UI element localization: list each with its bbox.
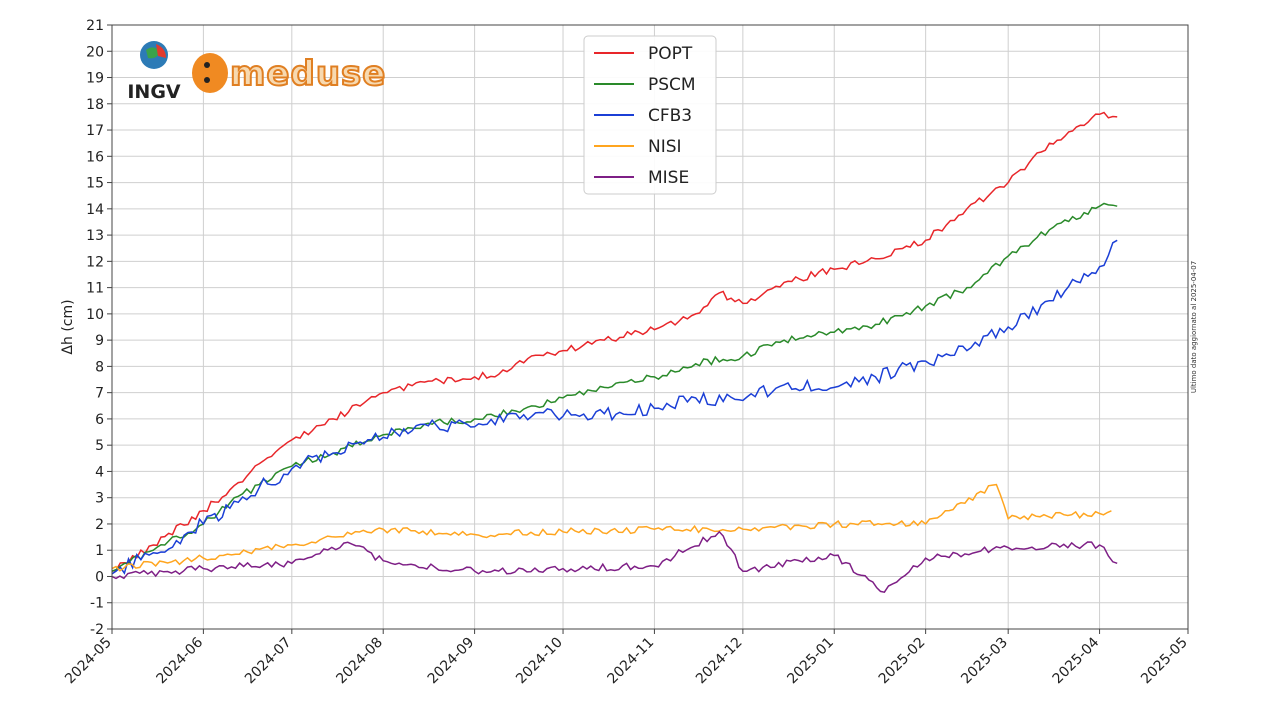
y-tick-label: 2	[95, 517, 104, 533]
medusa-jellyfish-icon	[192, 53, 228, 93]
y-tick-label: 18	[86, 97, 104, 113]
x-tick-label: 2024-10	[513, 635, 566, 688]
legend: POPT PSCM CFB3 NISI MISE	[583, 35, 717, 195]
series-lines	[111, 111, 1118, 594]
y-tick-label: 16	[86, 149, 104, 165]
y-tick-label: 1	[95, 543, 104, 559]
y-tick-label: 11	[86, 281, 104, 297]
y-tick-label: 8	[95, 359, 104, 375]
y-tick-label: 20	[86, 44, 104, 60]
legend-label-cfb3: CFB3	[648, 106, 692, 126]
y-tick-label: 12	[86, 254, 104, 270]
y-tick-label: 15	[86, 176, 104, 192]
update-note: Ultimo dato aggiornato al 2025-04-07	[1190, 261, 1198, 393]
y-tick-label: 6	[95, 412, 104, 428]
y-tick-label: 13	[86, 228, 104, 244]
y-tick-label: 17	[86, 123, 104, 139]
ingv-logo-text: INGV	[127, 81, 181, 103]
x-tick-labels: 2024-05 2024-06 2024-07 2024-08 2024-09 2024-…	[62, 629, 1191, 687]
x-tick-label: 2025-03	[958, 635, 1011, 688]
legend-label-pscm: PSCM	[648, 75, 696, 95]
y-tick-label: 19	[86, 71, 104, 87]
series-line-mise	[111, 530, 1118, 594]
series-line-pscm	[111, 202, 1118, 572]
legend-label-nisi: NISI	[648, 137, 682, 157]
y-tick-label: -2	[90, 622, 104, 638]
x-tick-label: 2024-05	[62, 635, 115, 688]
y-tick-label: 9	[95, 333, 104, 349]
y-tick-label: 5	[95, 438, 104, 454]
x-tick-label: 2025-04	[1050, 634, 1103, 687]
x-tick-label: 2025-01	[784, 635, 837, 688]
y-tick-label: 21	[86, 18, 104, 34]
y-axis-label: Δh (cm)	[60, 299, 76, 354]
medusa-logo-text: meduse	[230, 54, 386, 94]
y-tick-label: 7	[95, 386, 104, 402]
x-tick-label: 2024-11	[605, 635, 658, 688]
x-tick-label: 2024-12	[693, 635, 746, 688]
x-tick-label: 2025-02	[876, 635, 929, 688]
y-tick-label: 14	[86, 202, 104, 218]
series-line-cfb3	[111, 239, 1118, 575]
medusa-logo: meduse	[192, 53, 386, 95]
legend-label-popt: POPT	[648, 44, 693, 64]
ingv-logo: INGV	[127, 41, 181, 103]
y-tick-label: -1	[90, 596, 104, 612]
y-tick-label: 10	[86, 307, 104, 323]
x-tick-label: 2024-07	[242, 635, 295, 688]
plot-frame	[111, 24, 1189, 630]
series-line-popt	[111, 111, 1118, 572]
x-tick-label: 2024-08	[333, 635, 386, 688]
x-tick-label: 2025-05	[1138, 635, 1191, 688]
legend-label-mise: MISE	[648, 168, 689, 188]
series-line-nisi	[111, 483, 1112, 572]
x-tick-label: 2024-06	[154, 634, 207, 687]
y-tick-label: 3	[95, 491, 104, 507]
x-tick-label: 2024-09	[425, 635, 478, 688]
y-tick-label: 4	[95, 464, 104, 480]
legend-box	[583, 35, 717, 195]
y-tick-label: 0	[95, 569, 104, 585]
